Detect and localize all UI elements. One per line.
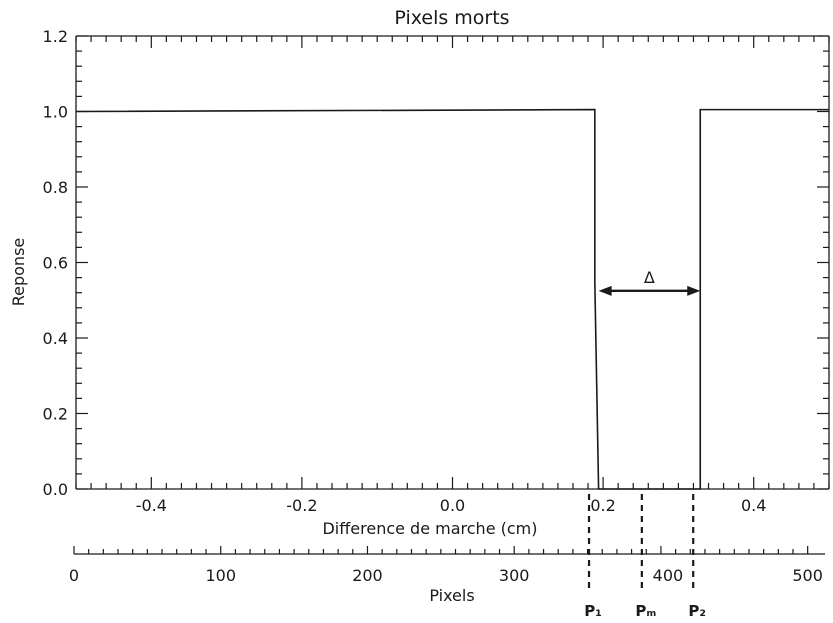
pixel-tick-label: 400 (653, 566, 684, 585)
delta-arrowhead-right (687, 285, 701, 296)
series-layer (75, 108, 829, 490)
x-tick-label: -0.2 (286, 496, 317, 515)
y-tick-label: 1.0 (43, 103, 68, 122)
y-axis: 0.0 0.2 0.4 0.6 0.8 1.0 1.2 (43, 27, 829, 499)
delta-annotation: Δ (598, 268, 701, 296)
pixel-axis: 0 100 200 300 400 500 (69, 546, 825, 585)
pixel-tick-label: 500 (792, 566, 823, 585)
y-axis-label: Reponse (9, 238, 28, 307)
y-tick-label: 0.2 (43, 405, 68, 424)
pixel-tick-label: 200 (352, 566, 383, 585)
y-tick-label: 0.8 (43, 178, 68, 197)
y-tick-label: 0.0 (43, 480, 68, 499)
pixel-markers: P₁ Pₘ P₂ (584, 494, 706, 620)
delta-label: Δ (644, 268, 655, 287)
y-tick-label: 0.4 (43, 329, 68, 348)
pixel-marker-label: P₂ (688, 602, 706, 620)
x-tick-label: 0.4 (741, 496, 766, 515)
x-tick-label: 0.0 (440, 496, 465, 515)
plot-frame (75, 35, 830, 490)
x-tick-label: -0.4 (136, 496, 167, 515)
x-axis-label: Difference de marche (cm) (322, 519, 537, 538)
pixel-tick-label: 100 (205, 566, 236, 585)
pixel-tick-label: 0 (69, 566, 79, 585)
x-tick-label: 0.2 (590, 496, 615, 515)
chart-title: Pixels morts (394, 7, 509, 29)
delta-arrowhead-left (598, 285, 612, 296)
pixel-axis-label: Pixels (429, 586, 474, 605)
pixel-marker-label: Pₘ (635, 602, 656, 620)
pixel-marker-label: P₁ (584, 602, 602, 620)
response-line (75, 108, 829, 490)
y-tick-label: 0.6 (43, 254, 68, 273)
x-axis: -0.4 -0.2 0.0 0.2 0.4 (75, 36, 830, 515)
y-tick-label: 1.2 (43, 27, 68, 46)
pixel-tick-label: 300 (499, 566, 530, 585)
